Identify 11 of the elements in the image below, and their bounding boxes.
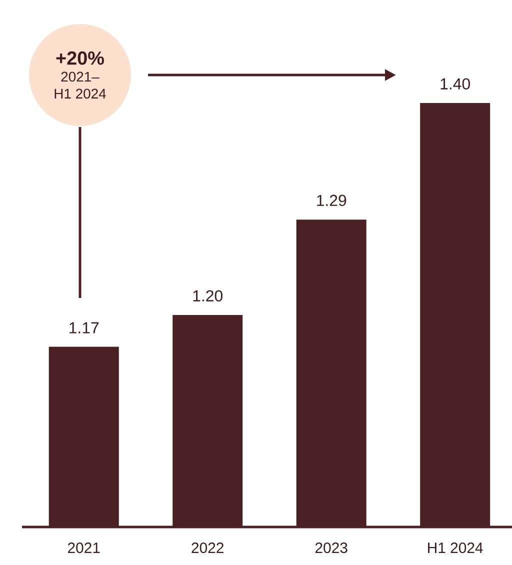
data-label: 1.29 [317,194,346,206]
x-tick-label: 2021 [68,542,100,554]
data-label: 1.20 [193,290,222,302]
x-tick-label: 2022 [192,542,224,554]
data-label: 1.17 [70,322,99,334]
text: +20% [56,51,104,65]
data-label: 1.40 [440,78,470,90]
x-tick-label: H1 2024 [428,542,483,554]
text: 2021– [61,72,100,82]
text: H1 2024 [54,88,106,99]
x-tick-label: 2023 [315,542,348,554]
